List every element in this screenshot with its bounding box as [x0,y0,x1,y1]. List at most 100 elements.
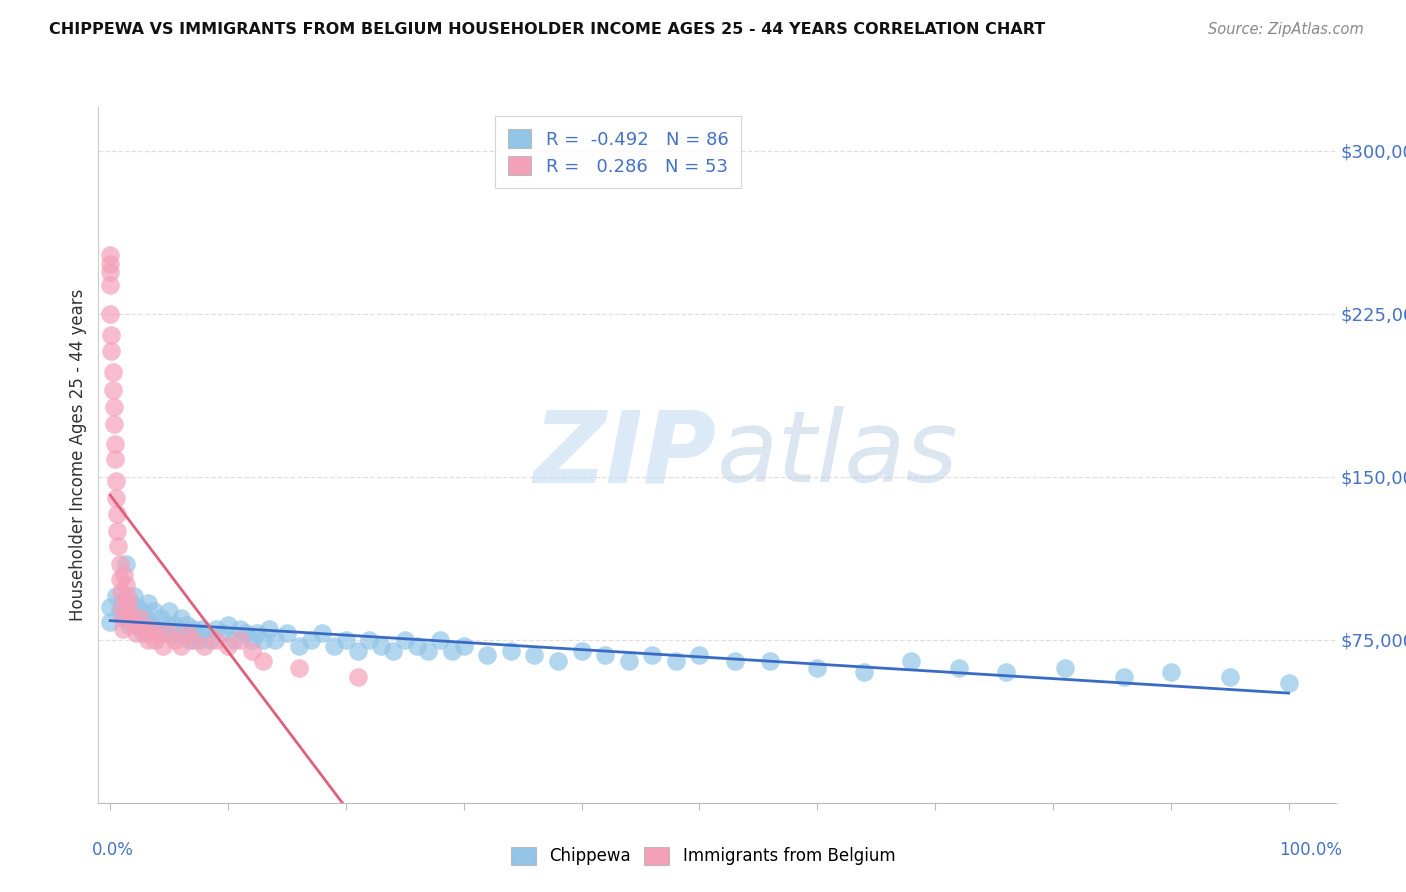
Point [205,632,228,647]
Point [98,257,121,271]
Point [157,626,180,640]
Point [141,622,163,636]
Point [117,596,139,610]
Point [429,632,451,647]
Point [98,307,121,321]
Text: atlas: atlas [717,407,959,503]
Point [98,248,121,262]
Point [122,617,145,632]
Point [405,639,427,653]
Point [157,605,180,619]
Point [163,632,186,647]
Point [453,639,475,653]
Point [948,661,970,675]
Point [98,615,121,630]
Point [131,605,153,619]
Point [193,639,215,653]
Point [100,343,122,358]
Text: Source: ZipAtlas.com: Source: ZipAtlas.com [1208,22,1364,37]
Point [418,643,440,657]
Point [127,600,149,615]
Point [759,655,782,669]
Point [136,596,159,610]
Point [142,605,165,619]
Point [98,278,121,293]
Point [299,632,322,647]
Point [98,600,121,615]
Point [264,632,287,647]
Point [103,417,125,432]
Point [287,661,309,675]
Point [370,639,392,653]
Point [323,639,346,653]
Point [641,648,664,662]
Point [477,648,499,662]
Point [118,617,141,632]
Point [156,617,179,632]
Point [118,605,141,619]
Point [200,632,222,647]
Point [1112,670,1135,684]
Point [170,611,193,625]
Point [103,400,125,414]
Point [114,557,136,571]
Point [163,617,186,632]
Point [217,617,239,632]
Point [523,648,546,662]
Point [665,655,688,669]
Point [108,572,131,586]
Point [382,643,405,657]
Point [104,452,127,467]
Point [724,655,747,669]
Point [900,655,922,669]
Point [111,596,134,610]
Point [191,622,214,636]
Point [181,622,204,636]
Point [98,265,121,279]
Point [229,632,252,647]
Point [1160,665,1182,680]
Point [193,626,215,640]
Point [593,648,616,662]
Point [287,639,309,653]
Point [105,507,128,521]
Point [125,611,148,625]
Text: CHIPPEWA VS IMMIGRANTS FROM BELGIUM HOUSEHOLDER INCOME AGES 25 - 44 YEARS CORREL: CHIPPEWA VS IMMIGRANTS FROM BELGIUM HOUS… [49,22,1046,37]
Point [114,578,136,592]
Point [311,626,333,640]
Point [135,626,157,640]
Point [107,539,129,553]
Point [235,626,257,640]
Point [152,639,174,653]
Point [105,589,128,603]
Point [181,632,204,647]
Point [136,632,159,647]
Point [115,589,138,603]
Point [1219,670,1241,684]
Point [346,670,368,684]
Point [176,626,198,640]
Point [440,643,463,657]
Text: ZIP: ZIP [534,407,717,503]
Point [141,617,163,632]
Point [105,474,128,488]
Point [176,617,198,632]
Point [217,639,239,653]
Point [100,328,122,343]
Point [1053,661,1076,675]
Point [394,632,416,647]
Point [346,643,368,657]
Point [104,437,127,451]
Point [179,632,201,647]
Point [617,655,640,669]
Point [211,626,233,640]
Point [252,632,274,647]
Point [111,611,134,625]
Point [146,626,169,640]
Point [806,661,828,675]
Point [120,611,142,625]
Point [146,622,169,636]
Point [252,655,274,669]
Point [135,611,157,625]
Point [112,567,135,582]
